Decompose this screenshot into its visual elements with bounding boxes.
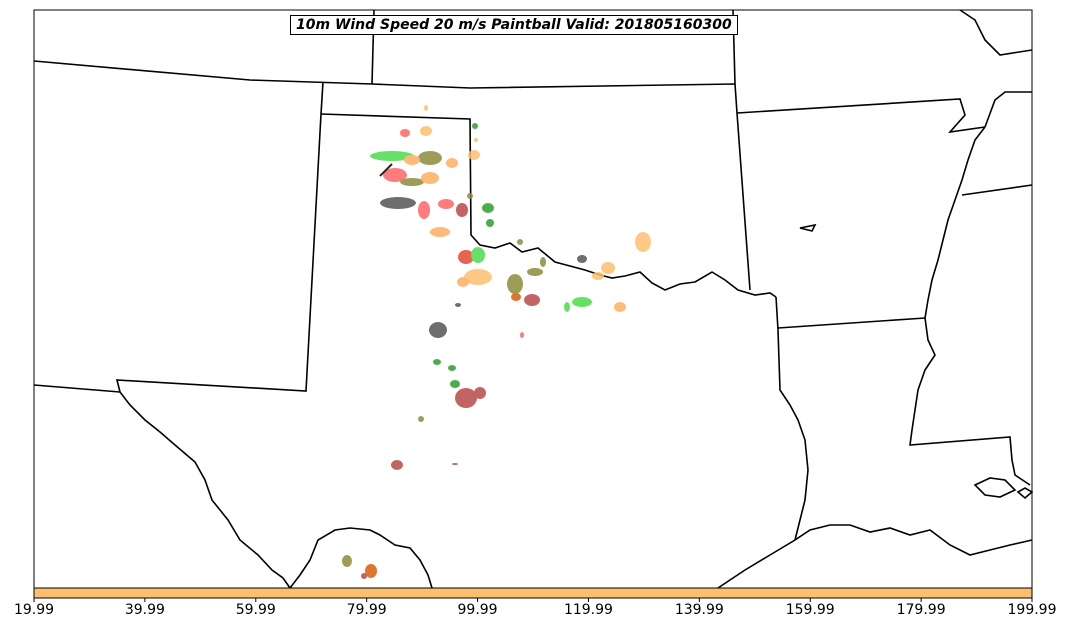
newmexico-west-line — [33, 384, 121, 393]
colorbar-tick-label: 99.99 — [457, 602, 498, 618]
oklahoma-texas-border — [320, 113, 777, 298]
newmexico-texas-border — [115, 113, 322, 589]
blob — [430, 227, 450, 237]
blob — [520, 332, 524, 338]
blob — [452, 463, 458, 465]
colorbar-tick-label: 179.99 — [896, 602, 946, 618]
colorbar-tick-label: 19.99 — [13, 602, 55, 618]
blob — [592, 272, 604, 280]
blob — [383, 168, 407, 182]
blob — [380, 197, 416, 209]
blob — [572, 297, 592, 307]
blob — [474, 138, 478, 142]
blob — [458, 250, 474, 264]
tennessee-line — [961, 184, 1033, 196]
blob — [391, 460, 403, 470]
colorado-south-border — [320, 81, 324, 115]
blob — [420, 126, 432, 136]
blob — [421, 172, 439, 184]
small-lake — [799, 223, 817, 232]
blob — [370, 151, 414, 161]
lake-pontchartrain — [1016, 487, 1034, 500]
colorbar-tick-label: 139.99 — [674, 602, 724, 618]
blob — [472, 123, 478, 129]
blob — [424, 105, 428, 111]
blob — [486, 219, 494, 227]
ohio-river — [959, 9, 1033, 56]
gulf-coast — [794, 524, 1033, 556]
colorbar-tick-label: 79.99 — [346, 602, 387, 618]
blob — [527, 268, 543, 276]
barb-line — [379, 163, 393, 177]
blob — [446, 158, 458, 168]
blob — [482, 203, 494, 213]
blob — [361, 573, 367, 579]
blob — [474, 387, 486, 399]
texas-east-border — [717, 296, 809, 589]
kansas-border — [33, 60, 738, 114]
colorbar-tick-label: 119.99 — [563, 602, 613, 618]
blob — [524, 294, 540, 306]
blob — [468, 150, 480, 160]
colorbar-tick-label: 59.99 — [235, 602, 276, 618]
blob — [467, 193, 473, 199]
colorbar — [33, 587, 1033, 599]
blob — [404, 155, 420, 165]
blob — [511, 293, 521, 301]
blob — [450, 380, 460, 388]
paintball-blobs — [342, 105, 651, 579]
missouri-arkansas-line — [736, 98, 986, 134]
blob — [471, 247, 485, 263]
blob — [464, 269, 492, 285]
blob — [418, 151, 442, 165]
blob — [635, 232, 651, 252]
rio-grande — [289, 527, 433, 589]
blob — [429, 322, 447, 338]
blob — [540, 257, 546, 267]
blob — [455, 388, 477, 408]
arkansas-oklahoma-line — [736, 112, 751, 291]
blob — [365, 564, 377, 578]
gulf-coast-islands — [973, 477, 1017, 498]
mississippi-river — [909, 126, 1031, 486]
blob — [564, 302, 570, 312]
blob — [418, 201, 430, 219]
blob — [457, 277, 469, 287]
colorbar-ticks — [33, 598, 1033, 602]
blob — [517, 239, 523, 245]
blob — [448, 365, 456, 371]
blob — [438, 199, 454, 209]
state-borders — [33, 9, 1034, 589]
blob — [456, 203, 468, 217]
blob — [418, 416, 424, 422]
colorbar-tick-label: 39.99 — [124, 602, 165, 618]
blob — [601, 262, 615, 274]
blob — [342, 555, 352, 567]
arkansas-south-border — [777, 317, 926, 329]
kentucky-line — [984, 91, 1032, 128]
colorbar-tick-label: 159.99 — [785, 602, 835, 618]
blob — [400, 129, 410, 137]
chart-title: 10m Wind Speed 20 m/s Paintball Valid: 2… — [290, 15, 738, 35]
colorbar-tick-label: 199.99 — [1007, 602, 1057, 618]
blob — [577, 255, 587, 263]
blob — [433, 359, 441, 365]
blob — [614, 302, 626, 312]
blob — [400, 178, 424, 186]
blob — [507, 274, 523, 294]
blob — [455, 303, 461, 307]
